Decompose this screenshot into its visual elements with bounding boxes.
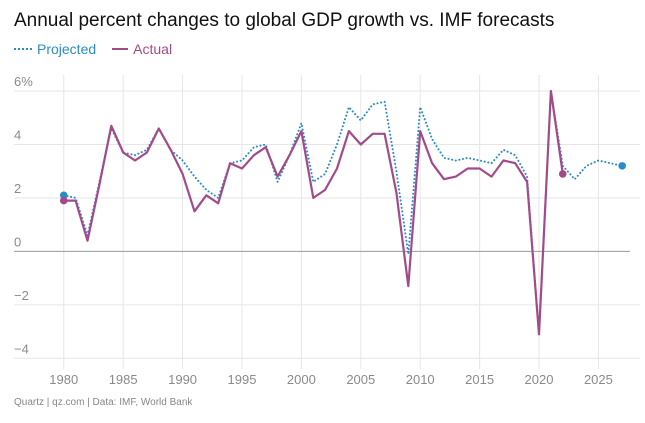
legend-label-actual: Actual bbox=[133, 41, 173, 57]
legend-item-projected: Projected bbox=[14, 41, 96, 57]
x-tick-label: 2005 bbox=[346, 372, 375, 387]
x-tick-label: 2020 bbox=[525, 372, 554, 387]
chart-title: Annual percent changes to global GDP gro… bbox=[14, 10, 555, 31]
x-tick-label: 2010 bbox=[406, 372, 435, 387]
legend-swatch-actual bbox=[112, 48, 129, 50]
line-chart: 1980 1985 1990 1995 2000 2005 2010 2015 2020 2025… bbox=[14, 74, 640, 387]
series-line-projected bbox=[62, 90, 624, 336]
series-endpoint-actual bbox=[59, 196, 68, 205]
x-tick-label: 1990 bbox=[168, 372, 197, 387]
series-endpoint-projected bbox=[59, 191, 68, 200]
x-tick-label: 1985 bbox=[109, 372, 138, 387]
series-endpoint-projected bbox=[618, 162, 626, 170]
grid-layer bbox=[14, 75, 640, 369]
chart-legend: Projected Actual bbox=[14, 41, 188, 57]
x-tick-label: 2025 bbox=[584, 372, 613, 387]
y-tick-label: 6% bbox=[14, 74, 33, 89]
tick-layer: 1980 1985 1990 1995 2000 2005 2010 2015 2020 2025… bbox=[14, 74, 613, 387]
source-note: Quartz | qz.com | Data: IMF, World Bank bbox=[14, 397, 193, 408]
y-tick-label: −2 bbox=[14, 288, 29, 303]
legend-item-actual: Actual bbox=[112, 41, 172, 57]
y-tick-label: 2 bbox=[14, 181, 21, 196]
y-tick-label: 0 bbox=[14, 234, 21, 249]
x-tick-label: 1995 bbox=[228, 372, 257, 387]
x-tick-label: 2000 bbox=[287, 372, 316, 387]
x-tick-label: 1980 bbox=[49, 372, 78, 387]
series-layer bbox=[59, 89, 626, 336]
legend-swatch-projected bbox=[14, 48, 32, 50]
x-tick-label: 2015 bbox=[465, 372, 494, 387]
y-tick-label: −4 bbox=[14, 341, 29, 356]
legend-label-projected: Projected bbox=[37, 41, 97, 57]
series-endpoint-actual bbox=[558, 170, 567, 178]
series-line-actual bbox=[62, 89, 564, 336]
y-tick-label: 4 bbox=[14, 127, 21, 142]
